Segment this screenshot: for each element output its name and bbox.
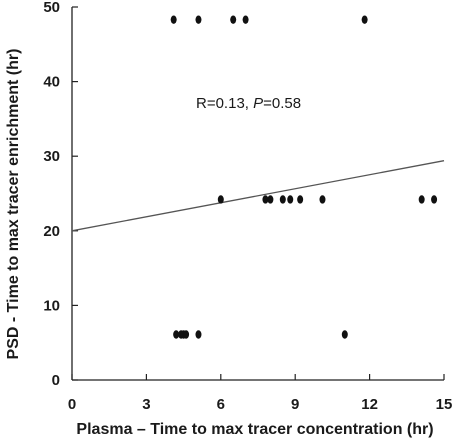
data-point — [262, 195, 269, 204]
stats-p-letter: P — [253, 95, 263, 112]
data-point — [287, 195, 294, 204]
stats-p-text: =0.58 — [263, 95, 301, 112]
y-tick-label: 20 — [43, 223, 60, 240]
data-point — [242, 15, 249, 24]
y-tick-label: 0 — [52, 372, 60, 389]
data-point — [418, 195, 425, 204]
x-tick-label: 3 — [142, 396, 150, 413]
y-tick-label: 50 — [43, 0, 60, 16]
data-point — [217, 195, 224, 204]
data-points — [170, 15, 438, 339]
data-point — [279, 195, 286, 204]
x-tick-label: 12 — [361, 396, 378, 413]
tick-labels: 0 10 20 30 40 50 0 3 6 9 12 15 — [43, 0, 452, 413]
y-tick-label: 10 — [43, 297, 60, 314]
x-tick-label: 15 — [436, 396, 453, 413]
y-axis-title: PSD - Time to max tracer enrichment (hr) — [5, 49, 22, 360]
data-point — [170, 15, 177, 24]
data-point — [195, 330, 202, 339]
trend-line — [71, 160, 445, 232]
axes — [71, 6, 445, 381]
data-point — [431, 195, 438, 204]
data-point — [267, 195, 274, 204]
x-tick-label: 0 — [68, 396, 76, 413]
y-tick-label: 40 — [43, 74, 60, 91]
data-point — [341, 330, 348, 339]
data-point — [230, 15, 237, 24]
data-point — [297, 195, 304, 204]
data-point — [173, 330, 180, 339]
data-point — [361, 15, 368, 24]
stats-annotation: R=0.13, P=0.58 — [196, 95, 301, 112]
x-tick-label: 9 — [291, 396, 299, 413]
stats-r-text: R=0.13, — [196, 95, 253, 112]
y-tick-label: 30 — [43, 148, 60, 165]
data-point — [319, 195, 326, 204]
data-point — [195, 15, 202, 24]
data-point — [183, 330, 190, 339]
x-axis-title: Plasma – Time to max tracer concentratio… — [76, 421, 433, 438]
x-tick-label: 6 — [217, 396, 225, 413]
